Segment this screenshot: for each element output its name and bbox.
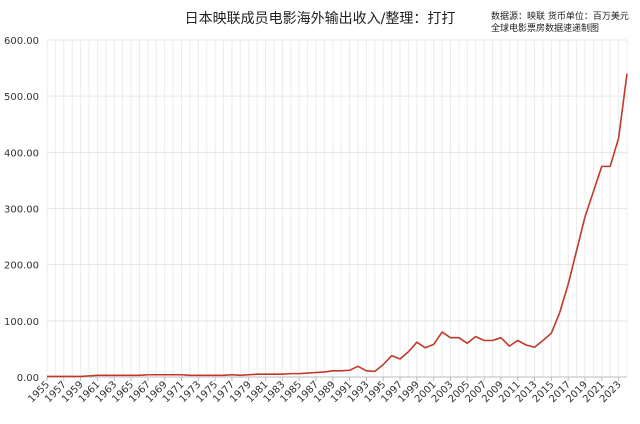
source-line-1: 数据源：映联 货币单位：百万美元 — [491, 12, 629, 22]
y-tick-label: 200.00 — [4, 261, 39, 272]
chart-title: 日本映联成员电影海外输出收入/整理：打打 — [184, 11, 456, 27]
y-tick-label: 400.00 — [4, 148, 39, 159]
source-line-2: 全球电影票房数据速递制图 — [491, 24, 600, 34]
y-tick-label: 600.00 — [4, 36, 39, 47]
y-tick-label: 0.00 — [17, 373, 39, 384]
source-note: 数据源：映联 货币单位：百万美元 全球电影票房数据速递制图 — [491, 11, 629, 35]
series-line-0 — [47, 73, 628, 378]
y-tick-label: 300.00 — [4, 205, 39, 216]
y-tick-label: 500.00 — [4, 92, 39, 103]
y-tick-label: 100.00 — [4, 317, 39, 328]
